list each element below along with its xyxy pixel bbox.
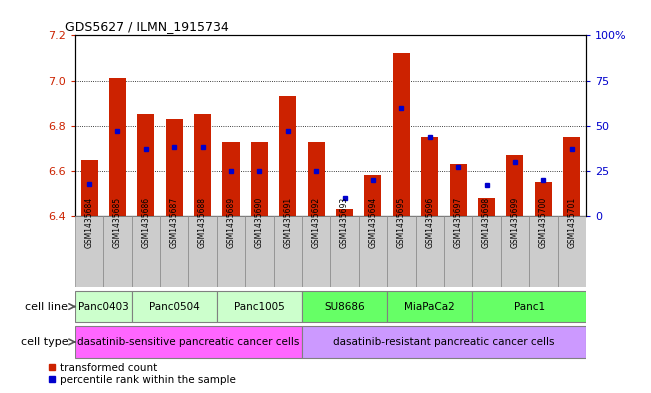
- Text: GSM1435697: GSM1435697: [454, 197, 463, 248]
- Text: GSM1435688: GSM1435688: [198, 197, 207, 248]
- Text: GSM1435699: GSM1435699: [510, 197, 519, 248]
- Bar: [194, 114, 211, 216]
- Bar: [415, 216, 444, 287]
- Bar: [223, 141, 240, 216]
- Text: GSM1435695: GSM1435695: [397, 197, 406, 248]
- Bar: [273, 216, 302, 287]
- Text: cell type: cell type: [21, 337, 68, 347]
- Text: Panc1: Panc1: [514, 301, 545, 312]
- Text: GSM1435690: GSM1435690: [255, 197, 264, 248]
- Text: GSM1435694: GSM1435694: [368, 197, 378, 248]
- Bar: [279, 96, 296, 216]
- Bar: [160, 216, 188, 287]
- Bar: [478, 198, 495, 216]
- Bar: [473, 290, 586, 322]
- Text: Panc1005: Panc1005: [234, 301, 284, 312]
- Text: GSM1435700: GSM1435700: [539, 197, 547, 248]
- Bar: [302, 216, 330, 287]
- Bar: [501, 216, 529, 287]
- Text: Panc0403: Panc0403: [78, 301, 129, 312]
- Bar: [529, 216, 557, 287]
- Text: GDS5627 / ILMN_1915734: GDS5627 / ILMN_1915734: [64, 20, 229, 33]
- Bar: [336, 209, 353, 216]
- Text: GSM1435689: GSM1435689: [227, 197, 236, 248]
- Bar: [217, 216, 245, 287]
- Bar: [557, 216, 586, 287]
- Text: Panc0504: Panc0504: [149, 301, 200, 312]
- Bar: [387, 290, 473, 322]
- Bar: [359, 216, 387, 287]
- Text: GSM1435693: GSM1435693: [340, 197, 349, 248]
- Bar: [444, 216, 473, 287]
- Bar: [251, 141, 268, 216]
- Text: GSM1435698: GSM1435698: [482, 197, 491, 248]
- Text: GSM1435696: GSM1435696: [425, 197, 434, 248]
- Bar: [75, 216, 104, 287]
- Bar: [506, 155, 523, 216]
- Bar: [104, 216, 132, 287]
- Text: cell line: cell line: [25, 301, 68, 312]
- Bar: [109, 78, 126, 216]
- Bar: [450, 164, 467, 216]
- Legend: transformed count, percentile rank within the sample: transformed count, percentile rank withi…: [48, 363, 236, 385]
- Text: dasatinib-resistant pancreatic cancer cells: dasatinib-resistant pancreatic cancer ce…: [333, 337, 555, 347]
- Bar: [563, 137, 580, 216]
- Bar: [421, 137, 438, 216]
- Bar: [302, 326, 586, 358]
- Bar: [308, 141, 325, 216]
- Text: GSM1435691: GSM1435691: [283, 197, 292, 248]
- Bar: [132, 290, 217, 322]
- Text: GSM1435686: GSM1435686: [141, 197, 150, 248]
- Text: MiaPaCa2: MiaPaCa2: [404, 301, 455, 312]
- Bar: [188, 216, 217, 287]
- Bar: [534, 182, 552, 216]
- Text: GSM1435685: GSM1435685: [113, 197, 122, 248]
- Bar: [137, 114, 154, 216]
- Bar: [387, 216, 415, 287]
- Bar: [75, 290, 132, 322]
- Bar: [75, 326, 302, 358]
- Bar: [245, 216, 273, 287]
- Bar: [302, 290, 387, 322]
- Text: SU8686: SU8686: [324, 301, 365, 312]
- Bar: [132, 216, 160, 287]
- Bar: [166, 119, 183, 216]
- Bar: [217, 290, 302, 322]
- Bar: [330, 216, 359, 287]
- Text: GSM1435684: GSM1435684: [85, 197, 94, 248]
- Text: dasatinib-sensitive pancreatic cancer cells: dasatinib-sensitive pancreatic cancer ce…: [77, 337, 299, 347]
- Text: GSM1435701: GSM1435701: [567, 197, 576, 248]
- Bar: [393, 53, 410, 216]
- Bar: [81, 160, 98, 216]
- Text: GSM1435687: GSM1435687: [170, 197, 179, 248]
- Bar: [365, 175, 381, 216]
- Bar: [473, 216, 501, 287]
- Text: GSM1435692: GSM1435692: [312, 197, 321, 248]
